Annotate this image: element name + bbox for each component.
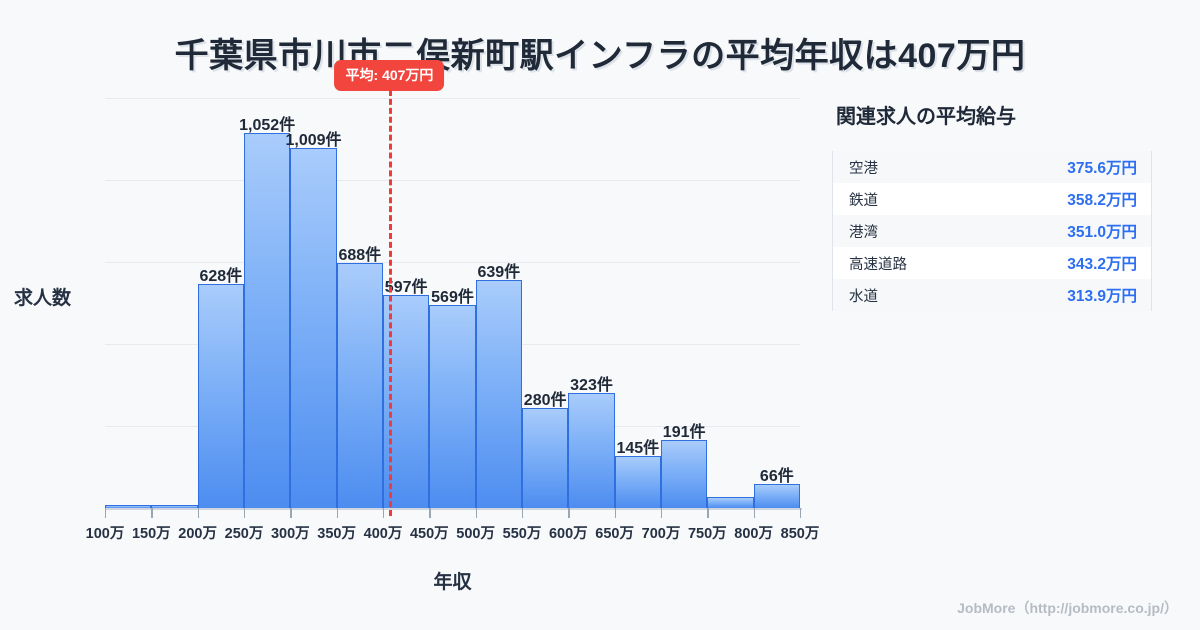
- histogram-chart: 求人数 628件 1,052件 1,009件 688件 597件 569件 639件 280件…: [0, 60, 819, 600]
- x-axis-tick: [105, 508, 107, 518]
- table-row-name: 高速道路: [849, 256, 907, 273]
- bar: [290, 148, 337, 508]
- table-row: 水道 313.9万円: [833, 279, 1151, 311]
- x-axis-tick-label: 800万: [734, 526, 774, 542]
- x-axis-tick-label: 400万: [363, 526, 403, 542]
- x-axis-tick-label: 600万: [548, 526, 588, 542]
- bar-value-label: 280件: [523, 392, 567, 410]
- bar-value-label: 628件: [199, 268, 243, 286]
- x-axis-tick-label: 200万: [178, 526, 218, 542]
- bar: [661, 439, 708, 508]
- x-axis-tick: [197, 508, 200, 518]
- average-line: [389, 90, 393, 516]
- x-axis-title: 年収: [433, 572, 472, 593]
- x-axis-tick: [800, 508, 802, 518]
- bar-value-label: 1,009件: [285, 132, 342, 150]
- x-axis-tick: [753, 508, 756, 518]
- x-axis-tick-label: 150万: [131, 526, 171, 542]
- plot-area: 628件 1,052件 1,009件 688件 597件 569件 639件 280件 323件…: [105, 60, 800, 516]
- y-axis-title: 求人数: [14, 288, 72, 309]
- related-salary-table: 空港 375.6万円鉄道 358.2万円港湾 351.0万円高速道路 343.2万円水道…: [832, 151, 1152, 311]
- x-axis-tick: [522, 508, 524, 518]
- bar: [336, 262, 383, 508]
- table-row-value: 313.9万円: [1067, 288, 1137, 305]
- x-axis-tick-label: 250万: [224, 526, 264, 542]
- x-axis-tick: [383, 508, 385, 518]
- bar-value-label: 688件: [338, 246, 382, 264]
- table-row: 鉄道 358.2万円: [833, 183, 1151, 215]
- bar: [568, 392, 615, 508]
- x-axis-tick: [707, 508, 709, 518]
- table-row-value: 351.0万円: [1067, 224, 1137, 241]
- x-axis-tick: [661, 508, 663, 518]
- page-title: 千葉県市川市二俣新町駅インフラの平均年収は407万円: [174, 37, 1026, 75]
- bar: [151, 505, 198, 508]
- average-badge: 平均: 407万円: [334, 60, 445, 91]
- x-axis-tick-label: 450万: [409, 526, 449, 542]
- x-axis-tick: [244, 508, 246, 518]
- x-axis-tick-label: 300万: [270, 526, 310, 542]
- gridline: [105, 180, 800, 181]
- table-row-value: 343.2万円: [1067, 256, 1137, 273]
- bar-value-label: 66件: [759, 468, 794, 486]
- related-salary-panel: 関連求人の平均給与 空港 375.6万円鉄道 358.2万円港湾 351.0万円高速道…: [832, 100, 1172, 311]
- x-axis-tick-label: 550万: [502, 526, 542, 542]
- x-axis-tick: [475, 508, 478, 518]
- x-axis-tick-label: 350万: [317, 526, 357, 542]
- x-axis-tick: [568, 508, 570, 518]
- bar: [707, 497, 754, 508]
- x-axis-line: [105, 508, 802, 510]
- x-axis-tick: [429, 508, 431, 518]
- x-axis-tick: [614, 508, 617, 518]
- x-axis-tick: [336, 508, 339, 518]
- table-row-name: 水道: [849, 288, 878, 305]
- x-axis-tick-label: 850万: [780, 526, 820, 542]
- bar-value-label: 1,052件: [239, 116, 296, 134]
- bar: [105, 505, 152, 508]
- x-axis-tick-label: 650万: [595, 526, 635, 542]
- bar: [753, 484, 800, 508]
- bar-value-label: 145件: [616, 440, 660, 458]
- footer-watermark: JobMore（http://jobmore.co.jp/）: [957, 600, 1178, 616]
- table-row-name: 空港: [849, 160, 878, 177]
- table-row-name: 港湾: [849, 224, 878, 241]
- x-axis-tick: [151, 508, 153, 518]
- bar-value-label: 191件: [662, 423, 706, 441]
- bar-value-label: 639件: [477, 264, 521, 282]
- x-axis-tick-label: 700万: [641, 526, 681, 542]
- related-salary-title: 関連求人の平均給与: [836, 106, 1016, 128]
- x-axis-tick: [290, 508, 292, 518]
- bar-value-label: 597件: [384, 279, 428, 297]
- bar: [614, 456, 661, 508]
- bar: [475, 280, 522, 508]
- table-row: 高速道路 343.2万円: [833, 247, 1151, 279]
- table-row-value: 358.2万円: [1067, 192, 1137, 209]
- table-row: 港湾 351.0万円: [833, 215, 1151, 247]
- x-axis-tick-label: 500万: [456, 526, 496, 542]
- bar: [522, 408, 569, 508]
- gridline: [105, 98, 800, 99]
- bar-value-label: 323件: [570, 376, 613, 394]
- x-axis-tick-label: 100万: [85, 526, 125, 542]
- table-row: 空港 375.6万円: [833, 151, 1151, 183]
- table-row-name: 鉄道: [849, 192, 878, 209]
- bar: [429, 305, 476, 508]
- table-row-value: 375.6万円: [1067, 160, 1137, 177]
- bar: [244, 132, 291, 508]
- bar-value-label: 569件: [431, 289, 474, 307]
- gridline: [105, 262, 800, 263]
- x-axis-tick-label: 750万: [687, 526, 727, 542]
- bar: [197, 284, 244, 508]
